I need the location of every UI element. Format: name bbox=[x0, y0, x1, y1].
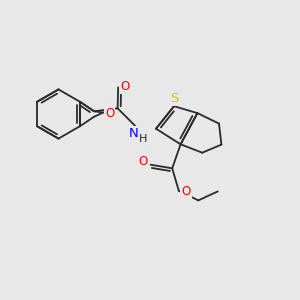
Text: N: N bbox=[129, 127, 139, 140]
Text: O: O bbox=[139, 154, 148, 168]
Text: S: S bbox=[170, 92, 179, 105]
Text: O: O bbox=[105, 107, 114, 120]
Text: O: O bbox=[182, 185, 190, 198]
Text: O: O bbox=[120, 80, 129, 93]
Text: H: H bbox=[139, 134, 148, 144]
